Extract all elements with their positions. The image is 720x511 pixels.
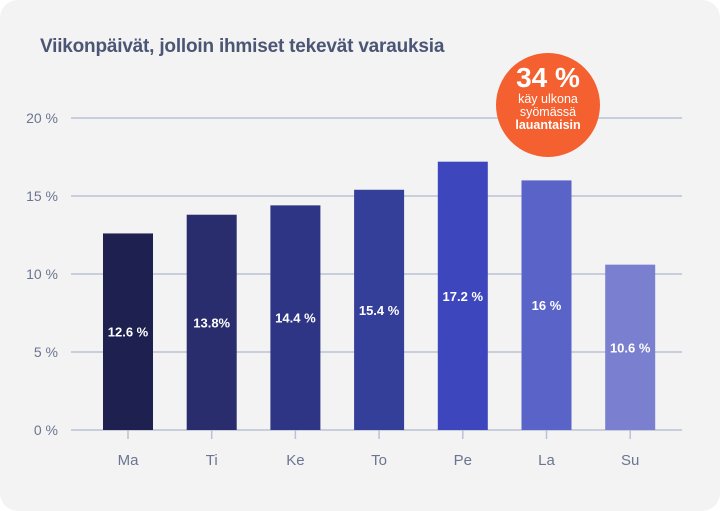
x-tick-label: Ke — [286, 452, 304, 469]
y-tick-label: 15 % — [26, 188, 58, 204]
data-label: 16 % — [532, 298, 562, 313]
x-tick-label: Ti — [206, 452, 218, 469]
x-tick-label: Ma — [118, 452, 139, 469]
bar-La — [521, 180, 572, 430]
data-label: 17.2 % — [443, 289, 484, 304]
callout-line3: lauantaisin — [515, 118, 581, 132]
y-tick-label: 20 % — [26, 110, 58, 126]
bar-Ke — [270, 205, 321, 430]
data-label: 12.6 % — [108, 325, 149, 340]
chart-title: Viikonpäivät, jolloin ihmiset tekevät va… — [40, 36, 445, 57]
y-tick-label: 0 % — [34, 422, 58, 438]
data-label: 13.8% — [193, 315, 230, 330]
data-label: 15.4 % — [359, 303, 400, 318]
bar-Su — [605, 264, 656, 430]
callout-line2: syömässä — [519, 105, 577, 119]
callout-value: 34 % — [516, 62, 580, 93]
x-tick-label: Su — [621, 452, 639, 469]
x-tick-label: To — [371, 452, 387, 469]
callout-line1: käy ulkona — [518, 92, 578, 106]
y-tick-label: 10 % — [26, 266, 58, 282]
x-tick-label: La — [538, 452, 555, 469]
data-label: 10.6 % — [610, 340, 651, 355]
bar-Ti — [186, 214, 237, 430]
bar-Pe — [437, 161, 488, 430]
data-label: 14.4 % — [275, 311, 316, 326]
bar-To — [354, 189, 405, 430]
y-tick-label: 5 % — [34, 344, 58, 360]
x-tick-label: Pe — [454, 452, 472, 469]
callout-badge: 34 % käy ulkona syömässä lauantaisin — [496, 53, 600, 157]
bar-Ma — [103, 233, 153, 430]
